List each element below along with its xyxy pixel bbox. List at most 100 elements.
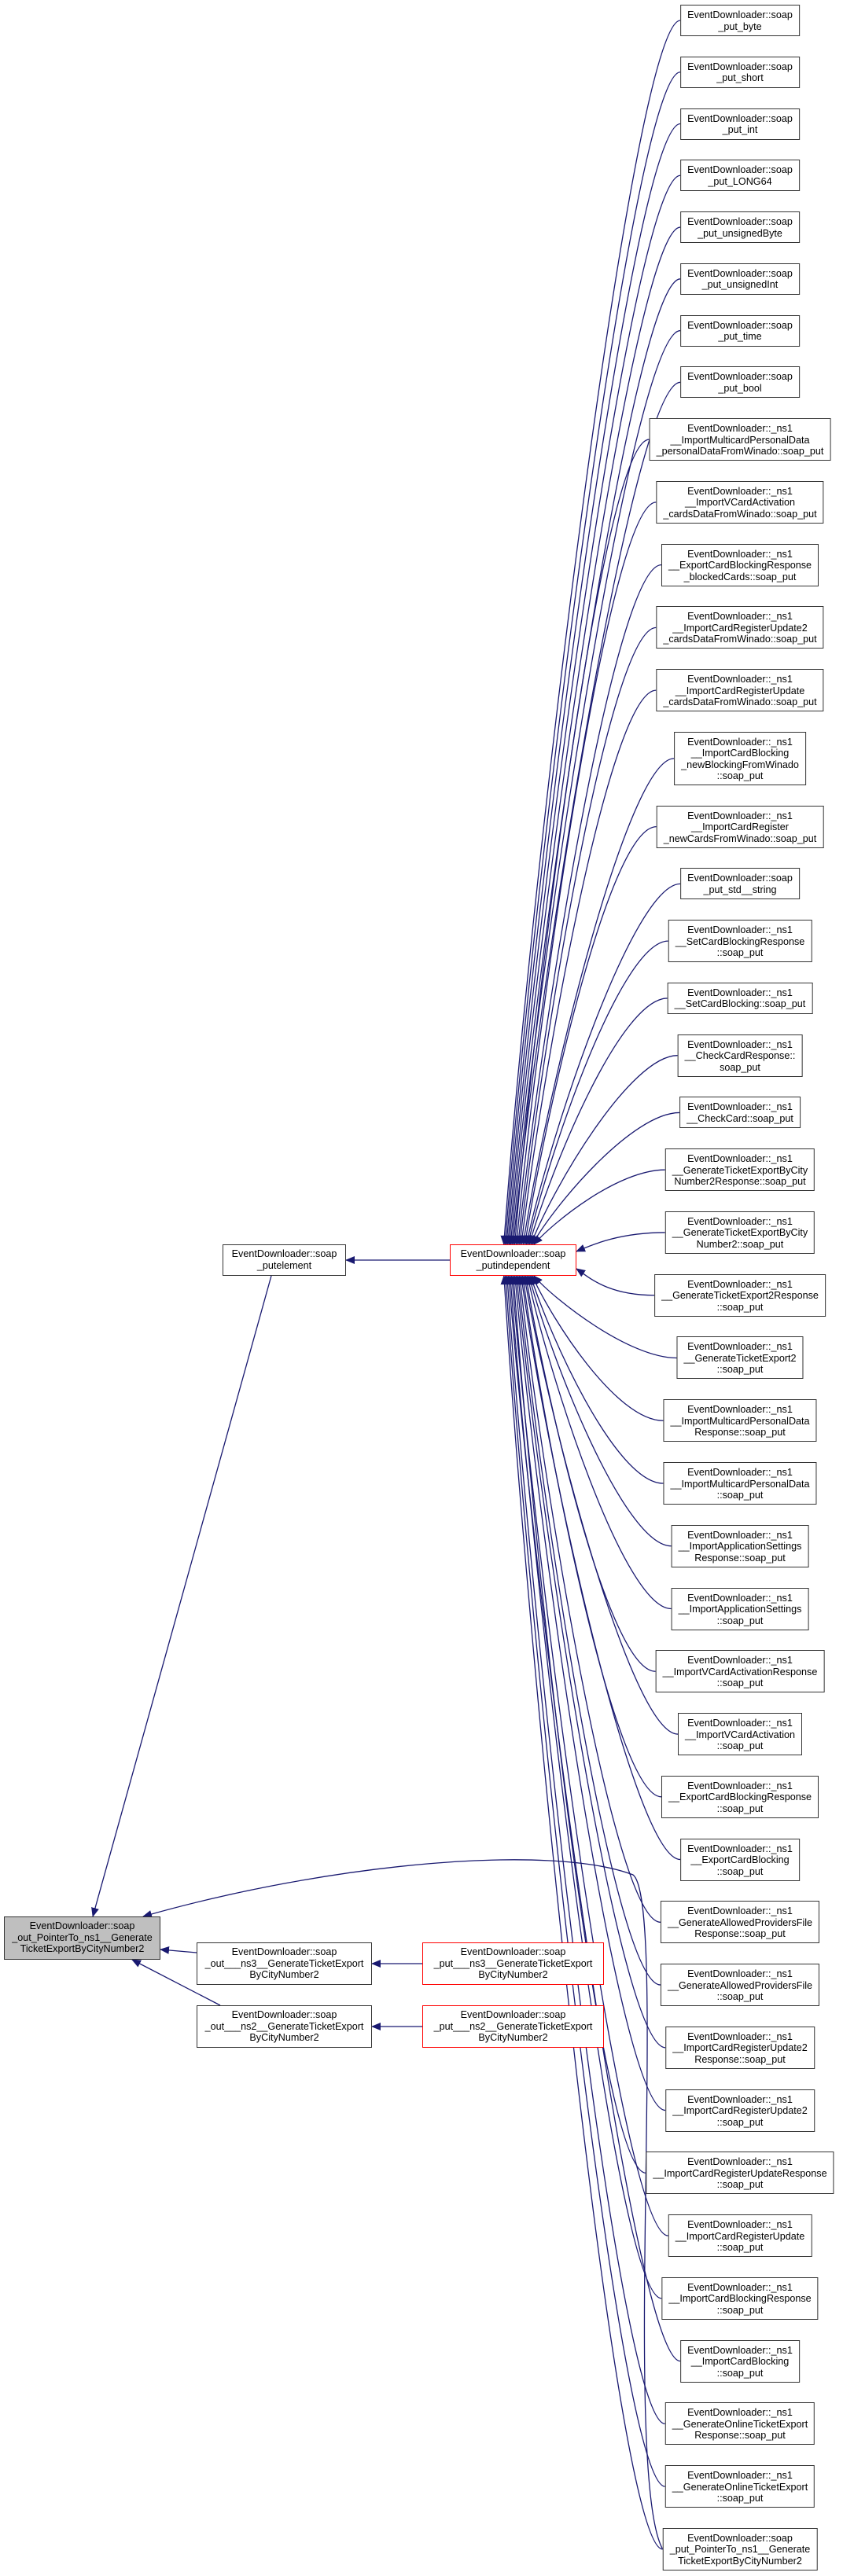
node-right-callee[interactable]: EventDownloader::_ns1 __GenerateTicketExp…	[654, 1273, 826, 1317]
node-right-callee[interactable]: EventDownloader::_ns1 __ExportCardBlockin…	[661, 543, 819, 586]
node-right-callee[interactable]: EventDownloader::_ns1 __ImportApplication…	[671, 1587, 809, 1630]
node-soap-putindependent[interactable]: EventDownloader::soap _putindependent	[450, 1244, 576, 1276]
edge-callee-to-putindependent	[532, 1275, 664, 1421]
node-label-line: EventDownloader::soap	[687, 216, 793, 228]
node-label-line: ByCityNumber2	[478, 2032, 548, 2043]
node-right-callee[interactable]: EventDownloader::soap _put_unsignedInt	[680, 263, 800, 295]
edge-callee-to-putindependent	[517, 1275, 661, 1923]
node-soap-out-ns3[interactable]: EventDownloader::soap _out___ns3__Generat…	[197, 1942, 372, 1985]
node-right-callee[interactable]: EventDownloader::_ns1 __GenerateTicketExp…	[676, 1336, 804, 1380]
node-right-callee[interactable]: EventDownloader::_ns1 __ImportCardRegiste…	[668, 2214, 812, 2258]
node-soap-put-ns2[interactable]: EventDownloader::soap _put___ns2__Generat…	[422, 2005, 604, 2048]
node-label-line: ::soap_put	[716, 2304, 764, 2316]
node-right-callee[interactable]: EventDownloader::soap _put_bool	[680, 366, 800, 399]
node-right-callee[interactable]: EventDownloader::_ns1 __ImportVCardActiva…	[678, 1713, 802, 1756]
node-label-line: _putindependent	[476, 1259, 550, 1271]
node-label-line: ::soap_put	[716, 1678, 764, 1689]
node-right-callee[interactable]: EventDownloader::soap _put_int	[680, 108, 800, 140]
node-label-line: ::soap_put	[716, 2179, 764, 2191]
node-right-callee[interactable]: EventDownloader::_ns1 __SetCardBlockingRe…	[668, 920, 812, 963]
node-label-line: _blockedCards::soap_put	[683, 571, 797, 582]
node-right-callee[interactable]: EventDownloader::soap _put_byte	[680, 5, 800, 36]
edge-callee-to-putindependent	[503, 1275, 665, 2425]
node-soap-out-ns2[interactable]: EventDownloader::soap _out___ns2__Generat…	[197, 2005, 372, 2048]
node-soap-putelement[interactable]: EventDownloader::soap _putelement	[223, 1244, 346, 1276]
node-right-callee[interactable]: EventDownloader::_ns1 __ImportCardRegiste…	[665, 2026, 815, 2069]
node-label-line: ::soap_put	[716, 1802, 764, 1814]
node-right-callee[interactable]: EventDownloader::soap _put_short	[680, 56, 800, 88]
node-label-line: EventDownloader::_ns1	[687, 548, 793, 560]
node-right-callee[interactable]: EventDownloader::soap _put_std__string	[680, 868, 800, 900]
node-label-line: EventDownloader::_ns1	[687, 1341, 793, 1353]
node-label-line: _cardsDataFromWinado::soap_put	[663, 508, 817, 520]
edge-callee-to-putindependent	[502, 72, 681, 1245]
node-label-line: Response::soap_put	[694, 2430, 786, 2442]
node-label-line: __ImportCardRegisterUpdate2	[672, 2042, 808, 2054]
node-right-callee[interactable]: EventDownloader::soap _put_time	[680, 314, 800, 347]
node-right-callee[interactable]: EventDownloader::_ns1 __GenerateTicketExp…	[664, 1211, 815, 1254]
node-label-line: EventDownloader::soap	[687, 873, 793, 884]
node-label-line: ::soap_put	[716, 1615, 764, 1626]
edge-out-ns2-to-root	[131, 1959, 221, 2006]
node-label-line: __GenerateOnlineTicketExport	[672, 2481, 808, 2493]
node-label-line: EventDownloader::_ns1	[687, 924, 793, 936]
edge-callee-to-putindependent	[518, 689, 657, 1245]
node-label-line: EventDownloader::_ns1	[687, 1038, 793, 1050]
node-right-callee[interactable]: EventDownloader::_ns1 __ExportCardBlockin…	[661, 1775, 819, 1818]
node-right-callee[interactable]: EventDownloader::_ns1 __ImportVCardActiva…	[655, 1650, 825, 1693]
node-right-callee[interactable]: EventDownloader::soap _put_LONG64	[680, 160, 800, 192]
node-right-callee[interactable]: EventDownloader::_ns1 __GenerateOnlineTic…	[664, 2465, 815, 2508]
node-right-callee[interactable]: EventDownloader::_ns1 __ExportCardBlockin…	[680, 1838, 800, 1881]
node-right-callee[interactable]: EventDownloader::_ns1 __ImportCardRegiste…	[656, 805, 824, 848]
edge-callee-to-putindependent	[518, 1275, 681, 1861]
node-label-line: _cardsDataFromWinado::soap_put	[663, 696, 817, 708]
node-label-line: EventDownloader::soap	[460, 2009, 566, 2020]
edge-out-ns3-to-root	[160, 1946, 197, 1954]
node-right-callee[interactable]: EventDownloader::_ns1 __ImportMulticardPe…	[663, 1462, 817, 1505]
node-right-callee[interactable]: EventDownloader::_ns1 __ImportCardRegiste…	[656, 669, 824, 712]
node-label-line: EventDownloader::_ns1	[687, 2407, 793, 2419]
node-right-callee[interactable]: EventDownloader::_ns1 __ImportCardBlockin…	[680, 2339, 800, 2383]
node-right-callee[interactable]: EventDownloader::_ns1 __ImportCardRegiste…	[665, 2089, 815, 2132]
node-label-line: EventDownloader::_ns1	[687, 1968, 793, 1980]
node-label-line: _put_LONG64	[708, 175, 772, 187]
node-right-callee[interactable]: EventDownloader::_ns1 __ImportCardBlockin…	[661, 2277, 819, 2320]
node-soap-put-ns3[interactable]: EventDownloader::soap _put___ns3__Generat…	[422, 1942, 604, 1985]
node-root-soap-out-pointerto[interactable]: EventDownloader::soap _out_PointerTo_ns1_…	[4, 1916, 160, 1960]
node-right-callee[interactable]: EventDownloader::soap _put_PointerTo_ns1_…	[662, 2527, 818, 2570]
node-label-line: EventDownloader::soap	[231, 2009, 337, 2020]
node-right-callee[interactable]: EventDownloader::_ns1 __ImportVCardActiva…	[656, 480, 824, 524]
edge-callee-to-putindependent	[513, 502, 657, 1245]
node-right-callee[interactable]: EventDownloader::_ns1 __ImportMulticardPe…	[663, 1399, 817, 1442]
node-right-callee[interactable]: EventDownloader::_ns1 __SetCardBlocking::…	[667, 982, 813, 1014]
node-label-line: TicketExportByCityNumber2	[678, 2555, 802, 2567]
node-label-line: __GenerateAllowedProvidersFile	[667, 1979, 813, 1991]
edge-callee-to-putindependent	[511, 439, 650, 1245]
node-right-callee[interactable]: EventDownloader::_ns1 __GenerateAllowedPr…	[660, 1964, 820, 2007]
node-right-callee[interactable]: EventDownloader::_ns1 __CheckCard::soap_p…	[679, 1097, 801, 1129]
node-label-line: EventDownloader::_ns1	[687, 2156, 793, 2168]
node-label-line: __GenerateTicketExport2	[683, 1352, 797, 1364]
node-right-callee[interactable]: EventDownloader::_ns1 __ImportApplication…	[671, 1524, 809, 1567]
node-right-callee[interactable]: EventDownloader::_ns1 __GenerateOnlineTic…	[664, 2402, 815, 2446]
node-right-callee[interactable]: EventDownloader::_ns1 __ImportCardBlockin…	[674, 731, 806, 785]
node-label-line: __CheckCard::soap_put	[687, 1112, 793, 1124]
node-label-line: __ImportMulticardPersonalData	[670, 1478, 810, 1490]
node-label-line: EventDownloader::soap	[687, 371, 793, 383]
node-label-line: __ImportApplicationSettings	[678, 1541, 802, 1553]
node-label-line: __ImportMulticardPersonalData	[670, 1415, 810, 1427]
edge-callee-to-putindependent	[510, 381, 681, 1245]
node-label-line: ::soap_put	[716, 1490, 764, 1501]
node-right-callee[interactable]: EventDownloader::_ns1 __ImportCardRegiste…	[656, 606, 824, 649]
node-right-callee[interactable]: EventDownloader::_ns1 __CheckCardResponse…	[677, 1034, 803, 1077]
node-right-callee[interactable]: EventDownloader::_ns1 __ImportCardRegiste…	[646, 2152, 834, 2195]
node-right-callee[interactable]: EventDownloader::soap _put_unsignedByte	[680, 211, 800, 244]
node-right-callee[interactable]: EventDownloader::_ns1 __GenerateTicketExp…	[664, 1148, 815, 1192]
node-label-line: Response::soap_put	[694, 1552, 786, 1564]
node-label-line: ::soap_put	[716, 770, 764, 782]
node-right-callee[interactable]: EventDownloader::_ns1 __GenerateAllowedPr…	[660, 1901, 820, 1944]
node-label-line: __ImportCardRegisterUpdate	[675, 685, 805, 696]
node-label-line: ::soap_put	[716, 1301, 764, 1313]
node-right-callee[interactable]: EventDownloader::_ns1 __ImportMulticardPe…	[649, 418, 831, 461]
